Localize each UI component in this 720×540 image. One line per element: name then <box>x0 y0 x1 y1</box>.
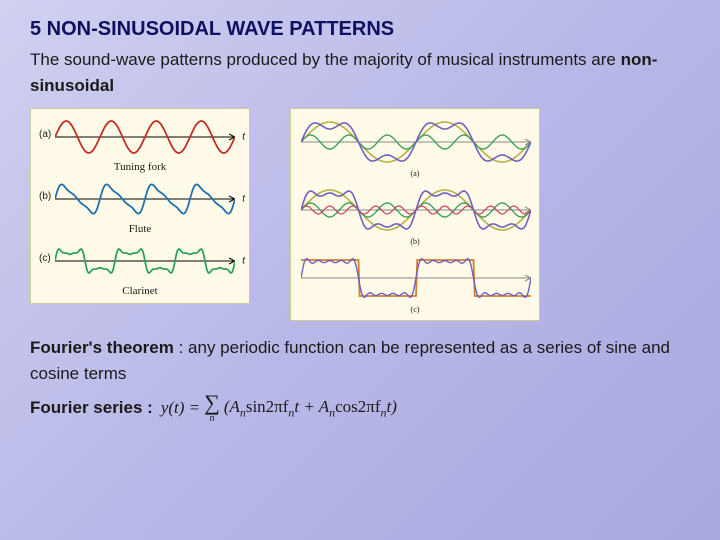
wave-plot <box>301 115 533 169</box>
sigma-sub: n <box>209 414 214 424</box>
series-keyword: Fourier series : <box>30 398 153 418</box>
figure-right: (a) (b) (c) <box>290 108 540 321</box>
intro-text: The sound-wave patterns produced by the … <box>30 47 690 98</box>
axis-label: t <box>242 256 245 267</box>
panel-label: (c) <box>39 253 51 264</box>
panel-caption: Flute <box>37 223 243 235</box>
formula-lhs: y(t) = <box>161 398 200 418</box>
right-panel-2: (c) <box>297 251 533 315</box>
formula-body: (Ansin2πfnt + Ancos2πfnt) <box>224 397 397 420</box>
axis-label: t <box>242 194 245 205</box>
intro-pre: The sound-wave patterns produced by the … <box>30 50 621 69</box>
slide-title: 5 NON-SINUSOIDAL WAVE PATTERNS <box>30 18 690 41</box>
figures-row: (a) t Tuning fork (b) t Flute (c) t Clar… <box>30 108 690 321</box>
fourier-series-row: Fourier series : y(t) = ∑ n (Ansin2πfnt … <box>30 392 690 424</box>
left-panel-2: (c) t Clarinet <box>37 239 243 297</box>
sigma-glyph: ∑ <box>204 392 220 414</box>
panel-label: (a) <box>39 129 51 140</box>
panel-caption: (a) <box>297 170 533 179</box>
right-panel-1: (b) <box>297 183 533 247</box>
wave-plot <box>301 183 533 237</box>
left-panel-0: (a) t Tuning fork <box>37 115 243 173</box>
wave-plot <box>301 251 533 305</box>
panel-caption: (b) <box>297 238 533 247</box>
fourier-theorem: Fourier's theorem : any periodic functio… <box>30 335 690 386</box>
fourier-formula: y(t) = ∑ n (Ansin2πfnt + Ancos2πfnt) <box>161 392 397 424</box>
panel-caption: Tuning fork <box>37 161 243 173</box>
wave-plot: t <box>55 239 243 283</box>
wave-plot: t <box>55 115 243 159</box>
figure-left: (a) t Tuning fork (b) t Flute (c) t Clar… <box>30 108 250 304</box>
axis-label: t <box>242 132 245 143</box>
wave-plot: t <box>55 177 243 221</box>
theorem-keyword: Fourier's theorem <box>30 338 174 357</box>
right-panel-0: (a) <box>297 115 533 179</box>
sigma-symbol: ∑ n <box>204 392 220 424</box>
left-panel-1: (b) t Flute <box>37 177 243 235</box>
panel-caption: (c) <box>297 306 533 315</box>
panel-label: (b) <box>39 191 51 202</box>
panel-caption: Clarinet <box>37 285 243 297</box>
